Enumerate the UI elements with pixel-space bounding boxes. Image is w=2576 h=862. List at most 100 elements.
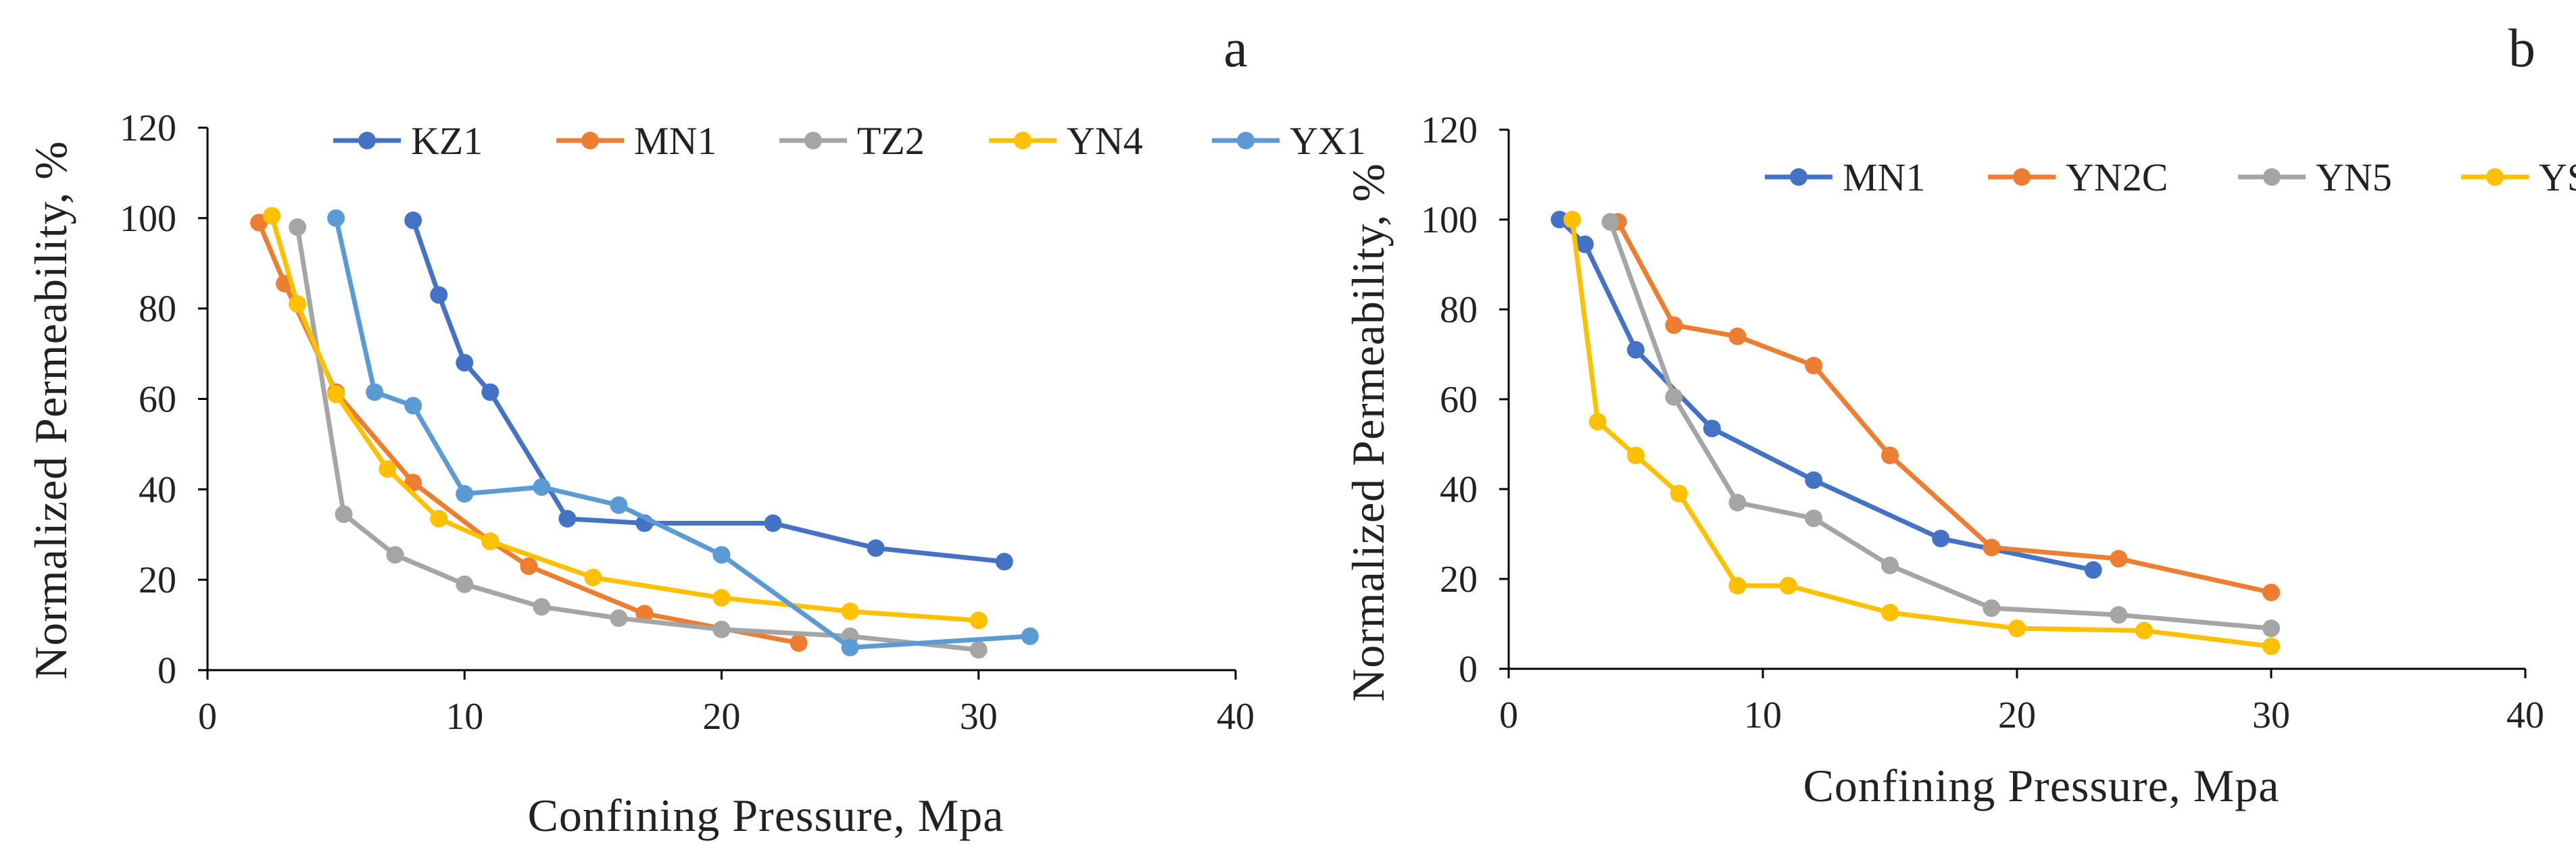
data-point xyxy=(289,218,307,236)
x-tick-label: 40 xyxy=(1217,696,1255,738)
legend-swatch-marker xyxy=(1237,132,1255,149)
y-tick-label: 60 xyxy=(139,379,176,421)
data-point xyxy=(250,213,268,232)
data-point xyxy=(404,397,422,415)
legend-item: YN2C xyxy=(1988,155,2168,199)
data-point xyxy=(1588,413,1607,431)
legend-swatch-marker xyxy=(1014,132,1031,149)
x-tick-label: 10 xyxy=(1744,694,1782,736)
data-point xyxy=(1881,447,1899,465)
data-point xyxy=(1601,213,1620,231)
legend-swatch-marker xyxy=(358,132,376,149)
series-line xyxy=(269,213,981,623)
y-tick-label: 100 xyxy=(120,198,176,240)
y-axis-title: Normalized Permeability, % xyxy=(25,141,76,680)
data-point xyxy=(995,553,1013,571)
x-tick-label: 0 xyxy=(198,696,217,738)
legend-label: YN5 xyxy=(2316,155,2392,199)
data-point xyxy=(1805,509,1823,528)
legend-item: YS4 xyxy=(2461,155,2576,199)
data-point xyxy=(456,485,474,503)
data-point xyxy=(1983,538,2001,557)
data-point xyxy=(533,478,551,496)
data-point xyxy=(2262,619,2280,638)
x-tick-label: 20 xyxy=(703,696,741,738)
y-tick-label: 20 xyxy=(139,559,176,601)
data-point xyxy=(404,211,422,230)
x-tick-label: 30 xyxy=(2252,694,2290,736)
y-tick-label: 0 xyxy=(157,650,176,692)
data-point xyxy=(1551,211,1569,228)
data-point xyxy=(1627,447,1645,465)
data-point xyxy=(2008,619,2026,638)
series-yn4 xyxy=(263,207,988,630)
data-point xyxy=(1983,599,2001,617)
data-point xyxy=(610,609,628,628)
series-yn2c xyxy=(1609,213,2280,601)
panel-label: b xyxy=(2508,19,2535,78)
legend: MN1 YN2C YN5 YS4 xyxy=(1765,155,2576,199)
legend-swatch-marker xyxy=(804,132,822,149)
series-line xyxy=(1570,217,2274,649)
legend: KZ1 MN1 TZ2 YN4 YX1 xyxy=(333,119,1366,163)
data-point xyxy=(1779,576,1797,594)
legend-item: YN5 xyxy=(2238,155,2392,199)
data-point xyxy=(1627,340,1645,359)
data-point xyxy=(1881,603,1899,622)
legend-label: TZ2 xyxy=(857,119,925,163)
y-tick-label: 80 xyxy=(139,288,176,330)
data-point xyxy=(1881,557,1899,575)
legend-item: YN4 xyxy=(989,119,1143,163)
chart-panel-a: a Normalized Permeability, % Confining P… xyxy=(25,19,1366,841)
data-point xyxy=(2262,637,2280,655)
data-point xyxy=(1805,471,1823,489)
data-point xyxy=(263,207,281,225)
data-point xyxy=(289,295,307,313)
legend-item: MN1 xyxy=(556,119,716,163)
legend-swatch-marker xyxy=(1790,168,1807,186)
data-point xyxy=(430,509,448,528)
data-point xyxy=(2110,550,2128,568)
data-point xyxy=(430,286,448,304)
data-point xyxy=(764,514,782,532)
legend-label: MN1 xyxy=(634,119,716,163)
data-point xyxy=(1021,627,1039,645)
data-point xyxy=(1665,316,1683,334)
data-point xyxy=(969,611,988,630)
x-axis-title: Confining Pressure, Mpa xyxy=(1803,760,2280,811)
y-tick-label: 80 xyxy=(1440,289,1478,331)
series-yx1 xyxy=(327,209,1039,657)
legend-label: MN1 xyxy=(1843,155,1925,199)
series-yn5 xyxy=(1601,213,2280,638)
data-point xyxy=(456,575,474,593)
y-tick-label: 60 xyxy=(1440,379,1478,421)
y-tick-label: 120 xyxy=(1421,109,1478,151)
data-point xyxy=(456,353,474,372)
legend-item: YX1 xyxy=(1212,119,1366,163)
data-point xyxy=(2262,583,2280,601)
data-point xyxy=(712,588,731,607)
data-point xyxy=(1805,357,1823,375)
y-tick-label: 40 xyxy=(139,469,176,511)
data-point xyxy=(712,546,731,564)
data-point xyxy=(867,539,885,557)
data-point xyxy=(610,496,628,514)
data-point xyxy=(327,209,345,227)
panel-label: a xyxy=(1223,19,1248,78)
data-point xyxy=(1728,493,1747,511)
data-point xyxy=(2110,606,2128,624)
x-tick-label: 30 xyxy=(960,696,998,738)
data-point xyxy=(335,505,353,524)
legend-swatch-marker xyxy=(581,132,599,149)
legend-label: YN4 xyxy=(1067,119,1143,163)
y-axis-title: Normalized Permeability, % xyxy=(1342,163,1394,702)
y-tick-label: 20 xyxy=(1440,559,1478,601)
legend-item: TZ2 xyxy=(779,119,925,163)
legend-item: MN1 xyxy=(1765,155,1925,199)
data-point xyxy=(584,568,602,586)
data-point xyxy=(1932,530,1950,548)
series-ys4 xyxy=(1563,211,2280,655)
data-point xyxy=(1728,327,1747,345)
legend-label: YN2C xyxy=(2066,155,2168,199)
data-point xyxy=(1703,420,1721,438)
